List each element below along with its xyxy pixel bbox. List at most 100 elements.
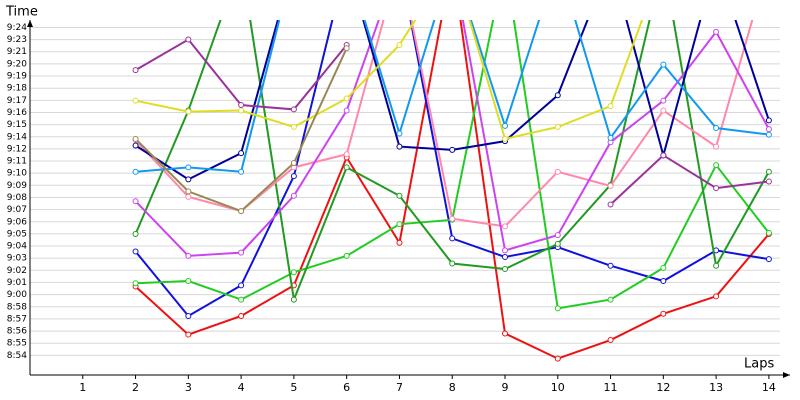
y-tick-label: 8:55	[7, 339, 27, 349]
y-tick-label: 9:09	[7, 181, 27, 191]
x-tick-label: 11	[604, 381, 618, 394]
data-point	[132, 231, 139, 238]
data-point	[343, 45, 350, 52]
y-tick-label: 9:16	[7, 108, 27, 118]
data-point	[290, 296, 297, 303]
x-tick-label: 7	[396, 381, 403, 394]
y-tick-label: 9:17	[7, 96, 27, 106]
data-point	[343, 252, 350, 259]
y-tick-label: 9:03	[7, 254, 27, 264]
data-point	[238, 107, 245, 114]
data-point	[502, 247, 508, 254]
data-point	[132, 97, 139, 104]
data-point	[185, 312, 192, 319]
data-point	[343, 164, 350, 171]
data-point	[713, 28, 720, 35]
data-point	[765, 117, 772, 124]
y-tick-label: 9:23	[7, 35, 27, 45]
data-point	[502, 265, 508, 272]
data-point	[185, 252, 192, 259]
data-point	[660, 152, 667, 159]
data-point	[238, 168, 245, 175]
data-point	[765, 256, 772, 263]
x-tick-label: 10	[551, 381, 565, 394]
y-tick-label: 8:54	[7, 351, 27, 361]
data-point	[765, 126, 772, 133]
data-point	[449, 146, 456, 153]
x-arrow	[783, 372, 790, 378]
data-point	[396, 192, 403, 199]
data-point	[660, 264, 667, 271]
y-tick-label: 9:04	[7, 242, 27, 252]
ticks: 8:54 8:55 8:56 8:57 8:58 9:00 9:01 9:02 9:03 9:04…	[7, 23, 776, 394]
data-point	[343, 95, 350, 102]
series-line	[134, 20, 770, 360]
data-point	[607, 134, 614, 141]
data-point	[449, 260, 456, 267]
data-point	[290, 192, 297, 199]
series-line	[609, 154, 770, 206]
data-point	[713, 125, 720, 132]
data-point	[660, 61, 667, 68]
y-tick-label: 9:14	[7, 132, 27, 142]
lines	[132, 20, 772, 362]
data-point	[713, 185, 720, 192]
data-point	[185, 36, 192, 43]
data-point	[132, 142, 139, 149]
y-tick-label: 9:21	[7, 47, 27, 57]
data-point	[554, 92, 561, 99]
data-point	[554, 168, 561, 175]
data-point	[502, 330, 508, 337]
y-tick-label: 9:07	[7, 205, 27, 215]
data-point	[132, 67, 139, 74]
data-point	[502, 135, 508, 142]
data-point	[238, 282, 245, 289]
data-point	[185, 193, 192, 200]
y-arrow	[27, 20, 33, 27]
data-point	[185, 331, 192, 338]
data-point	[343, 107, 350, 114]
data-point	[607, 103, 614, 110]
data-point	[765, 229, 772, 236]
data-point	[607, 296, 614, 303]
y-tick-label: 9:19	[7, 71, 27, 81]
y-tick-label: 9:20	[7, 59, 27, 69]
data-point	[554, 305, 561, 312]
data-point	[554, 123, 561, 130]
data-point	[238, 296, 245, 303]
y-tick-label: 8:56	[7, 327, 27, 337]
data-point	[713, 293, 720, 300]
data-point	[449, 235, 456, 242]
data-point	[132, 248, 139, 255]
y-tick-label: 9:24	[7, 23, 27, 33]
data-point	[713, 162, 720, 169]
data-point	[607, 262, 614, 269]
data-point	[765, 131, 772, 138]
x-tick-label: 1	[79, 381, 86, 394]
series-line	[134, 47, 348, 213]
series-line	[135, 38, 348, 111]
data-point	[607, 201, 614, 208]
x-tick-label: 14	[762, 381, 776, 394]
y-tick-label: 9:02	[7, 266, 27, 276]
x-tick-label: 3	[185, 381, 192, 394]
x-tick-label: 4	[238, 381, 245, 394]
data-point	[238, 312, 245, 319]
data-point	[660, 310, 667, 317]
y-tick-label: 9:05	[7, 229, 27, 239]
y-tick-label: 9:10	[7, 169, 27, 179]
data-point	[396, 130, 403, 137]
data-point	[449, 215, 456, 222]
y-tick-label: 9:12	[7, 144, 27, 154]
data-point	[607, 182, 614, 189]
x-tick-label: 2	[132, 381, 139, 394]
y-tick-label: 9:01	[7, 278, 27, 288]
data-point	[185, 108, 192, 115]
data-point	[132, 280, 139, 287]
data-point	[660, 278, 667, 285]
data-point	[185, 164, 192, 171]
data-point	[765, 168, 772, 175]
data-point	[396, 239, 403, 246]
